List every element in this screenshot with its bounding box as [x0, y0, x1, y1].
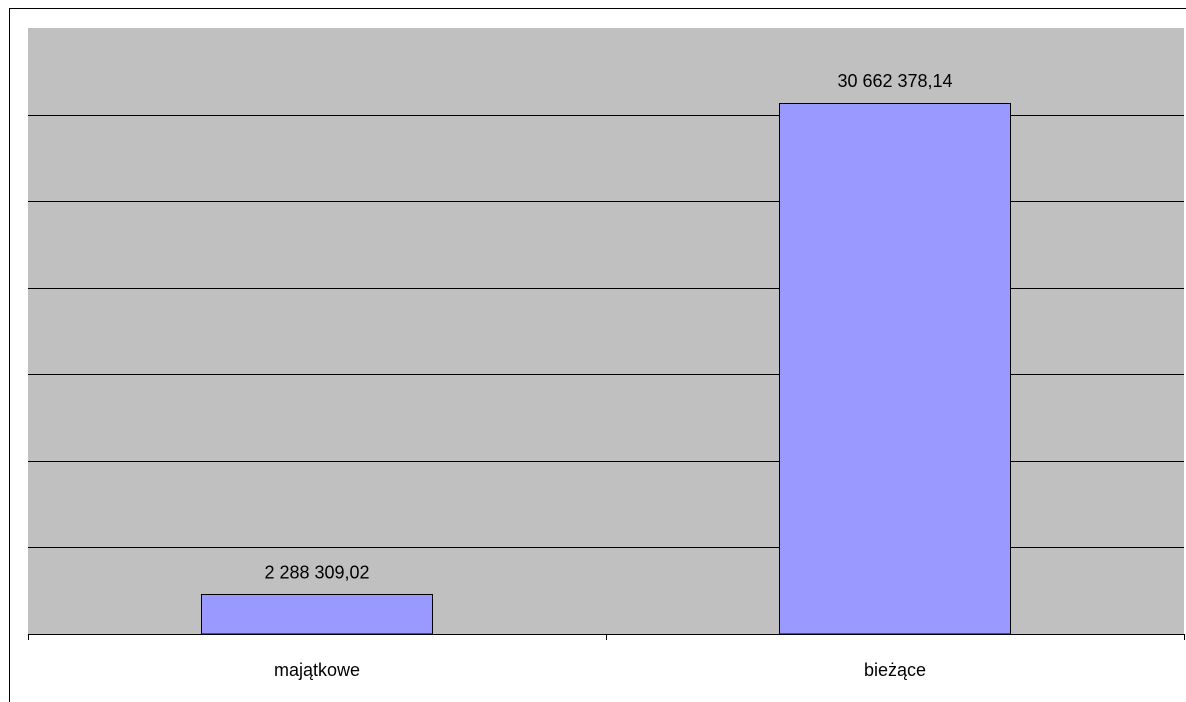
x-tick-label: majątkowe [274, 660, 360, 680]
x-axis-ticks [28, 634, 1185, 640]
bar [779, 103, 1011, 635]
x-axis-labels: majątkowe bieżące [274, 660, 926, 680]
data-labels: 2 288 309,02 30 662 378,14 [264, 71, 952, 582]
bars [201, 103, 1011, 635]
bar [201, 594, 433, 635]
chart-frame [9, 8, 1186, 702]
x-tick-label: bieżące [864, 660, 926, 680]
data-label: 2 288 309,02 [264, 562, 369, 582]
data-label: 30 662 378,14 [837, 71, 952, 91]
